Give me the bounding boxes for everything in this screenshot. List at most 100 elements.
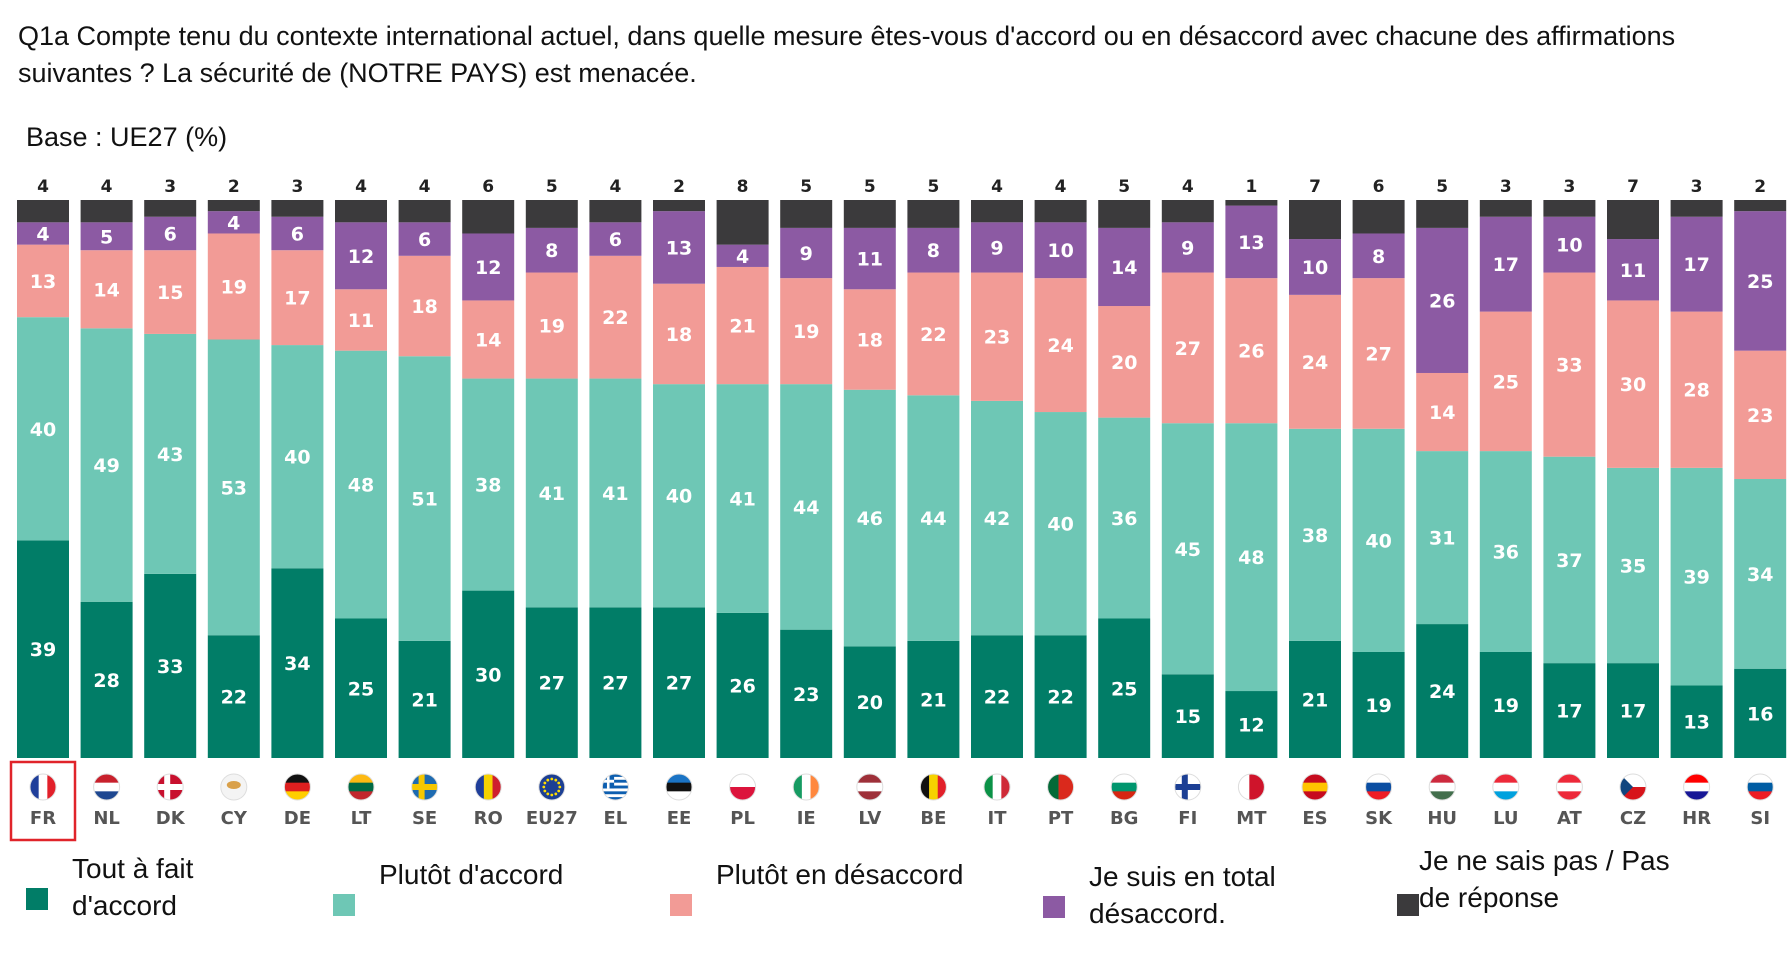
bar-segment <box>653 607 705 758</box>
data-label: 12 <box>1238 715 1264 737</box>
bar-segment <box>1161 423 1214 675</box>
flag-sk-icon <box>1365 774 1392 800</box>
bar-segment <box>1098 306 1151 418</box>
data-label: 11 <box>1620 260 1646 282</box>
flag-border <box>1619 773 1647 801</box>
data-label: 49 <box>93 455 119 477</box>
data-label: 21 <box>1302 689 1328 711</box>
bar-segment <box>1161 200 1214 223</box>
flag-pl-icon <box>729 774 756 800</box>
data-label: 16 <box>1747 703 1773 725</box>
bar-segment <box>780 629 833 758</box>
flag-border <box>983 773 1011 801</box>
data-label: 18 <box>666 324 692 346</box>
data-label: 51 <box>411 489 437 511</box>
category-label: AT <box>1557 808 1583 829</box>
legend-item-total-desaccord: Je suis en total désaccord. <box>1043 858 1276 932</box>
data-label-no-answer: 4 <box>355 177 367 197</box>
bar-segment <box>462 378 515 591</box>
legend-label-line2: désaccord. <box>1089 898 1226 929</box>
bar-segment <box>144 573 197 758</box>
data-label: 37 <box>1556 550 1582 572</box>
flag-border <box>1683 773 1711 801</box>
bar-segment <box>971 400 1023 636</box>
bar-CZ: 17 35 30 11 7 <box>1607 177 1659 758</box>
bar-SI: 16 34 23 25 2 <box>1734 177 1787 758</box>
data-label: 27 <box>666 673 692 695</box>
category-label: IT <box>988 808 1008 829</box>
bar-segment <box>207 200 260 212</box>
data-label: 6 <box>609 229 622 251</box>
bar-segment <box>1543 200 1596 217</box>
data-label: 40 <box>1047 514 1073 536</box>
category-label: DE <box>284 808 311 829</box>
bar-segment <box>1607 467 1659 664</box>
data-label: 41 <box>602 483 628 505</box>
data-label-no-answer: 2 <box>1754 177 1766 197</box>
data-label: 15 <box>157 282 183 304</box>
bar-segment <box>1352 278 1405 429</box>
bar-segment <box>1607 300 1659 468</box>
flag-border <box>347 773 375 801</box>
data-label: 48 <box>348 475 374 497</box>
data-label: 34 <box>1747 564 1773 586</box>
legend-item-plutot-accord: Plutôt d'accord <box>333 856 563 916</box>
bar-segment <box>1670 685 1723 758</box>
bar-segment <box>653 211 705 284</box>
bar-segment <box>907 395 960 641</box>
bar-segment <box>1734 668 1787 758</box>
category-label: FI <box>1178 808 1197 829</box>
legend-label-line2: de réponse <box>1419 882 1560 913</box>
bar-segment <box>780 278 833 385</box>
data-label: 12 <box>475 257 501 279</box>
data-label: 23 <box>1747 405 1773 427</box>
flag-border <box>411 773 439 801</box>
bar-segment <box>17 540 69 758</box>
data-label-no-answer: 5 <box>1118 177 1130 197</box>
data-label: 13 <box>666 237 692 259</box>
bar-segment <box>335 222 387 290</box>
bar-segment <box>1098 417 1151 619</box>
highlight-box <box>9 760 77 842</box>
bar-HU: 24 31 14 26 5 <box>1416 177 1469 758</box>
bar-segment <box>1098 227 1151 307</box>
data-label: 26 <box>1238 341 1264 363</box>
bar-segment <box>1479 651 1532 758</box>
flag-border <box>856 773 884 801</box>
flag-pt-icon <box>1047 774 1074 800</box>
bar-segment <box>1034 412 1087 636</box>
data-label: 40 <box>666 486 692 508</box>
legend-swatch <box>1397 894 1419 916</box>
data-label: 13 <box>1238 232 1264 254</box>
flag-ie-icon <box>793 774 820 800</box>
flag-at-icon <box>1556 774 1583 800</box>
data-label-no-answer: 5 <box>800 177 812 197</box>
bar-segment <box>271 250 324 346</box>
category-label: EU27 <box>526 808 578 829</box>
flag-ee-icon <box>666 774 692 800</box>
data-label: 22 <box>221 687 247 709</box>
bar-segment <box>1670 467 1723 686</box>
flag-hr-icon <box>1683 774 1710 800</box>
data-label: 24 <box>1429 681 1455 703</box>
bar-segment <box>589 222 642 256</box>
flag-border <box>1428 773 1456 801</box>
bar-segment <box>398 640 451 758</box>
bar-segment <box>971 200 1023 223</box>
category-label: LT <box>351 808 372 829</box>
flag-border <box>29 773 57 801</box>
category-label: SI <box>1750 808 1770 829</box>
bar-segment <box>1352 200 1405 234</box>
bar-segment <box>1416 227 1469 373</box>
bar-segment <box>1734 211 1787 351</box>
legend-swatch <box>670 894 692 916</box>
bar-segment <box>80 328 133 602</box>
flag-border <box>919 773 947 801</box>
bar-segment <box>525 272 578 379</box>
bar-segment <box>1161 674 1214 758</box>
flag-border <box>1365 773 1393 801</box>
bar-IE: 23 44 19 9 5 <box>780 177 833 758</box>
bar-MT: 12 48 26 13 1 <box>1225 177 1278 758</box>
flag-border <box>665 773 693 801</box>
bar-segment <box>335 618 387 758</box>
